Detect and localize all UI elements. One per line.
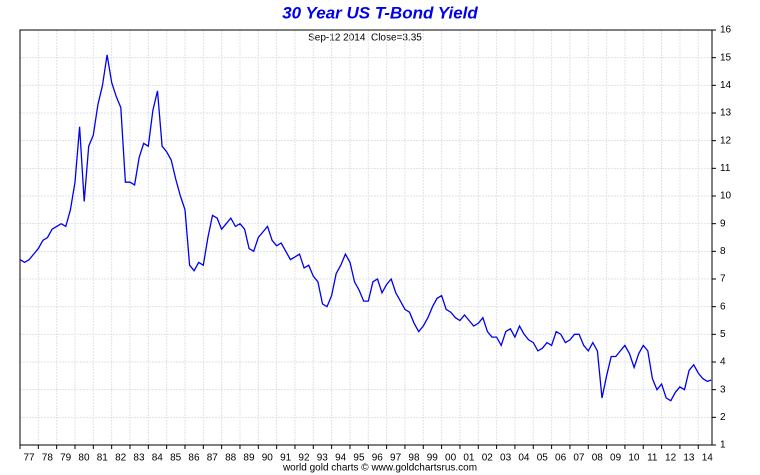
y-tick-label: 2 (720, 412, 726, 423)
x-tick-label: 06 (555, 453, 567, 464)
y-tick-label: 11 (720, 163, 731, 174)
y-tick-label: 5 (720, 329, 726, 340)
x-tick-label: 91 (280, 453, 292, 464)
x-tick-label: 02 (482, 453, 494, 464)
x-tick-label: 94 (335, 453, 347, 464)
chart-title: 30 Year US T-Bond Yield (282, 3, 478, 22)
x-tick-label: 96 (372, 453, 384, 464)
y-tick-label: 13 (720, 108, 732, 119)
x-tick-label: 97 (390, 453, 402, 464)
y-tick-label: 3 (720, 384, 726, 395)
x-tick-label: 84 (152, 453, 164, 464)
y-tick-label: 16 (720, 25, 732, 36)
x-tick-label: 93 (317, 453, 329, 464)
x-tick-label: 03 (500, 453, 512, 464)
x-tick-label: 14 (702, 453, 714, 464)
x-tick-label: 08 (592, 453, 604, 464)
footer: world gold charts © www.goldchartsrus.co… (282, 463, 477, 474)
x-tick-label: 99 (427, 453, 439, 464)
y-tick-label: 15 (720, 52, 732, 63)
x-tick-label: 13 (683, 453, 695, 464)
chart-subtitle: Sep-12 2014 Close=3.35 (308, 33, 422, 44)
x-tick-label: 77 (23, 453, 35, 464)
x-tick-label: 04 (518, 453, 530, 464)
line-series (19, 54, 712, 402)
x-tick-label: 09 (610, 453, 622, 464)
x-tick-label: 07 (573, 453, 585, 464)
x-tick-label: 88 (225, 453, 237, 464)
x-tick-label: 85 (170, 453, 182, 464)
x-tick-label: 79 (60, 453, 72, 464)
x-tick-label: 12 (665, 453, 677, 464)
y-tick-label: 4 (720, 357, 726, 368)
x-tick-label: 81 (97, 453, 109, 464)
x-tick-label: 01 (463, 453, 475, 464)
x-tick-label: 98 (408, 453, 420, 464)
x-tick-label: 78 (42, 453, 54, 464)
x-tick-label: 00 (445, 453, 457, 464)
y-tick-label: 6 (720, 301, 726, 312)
y-tick-label: 7 (720, 274, 726, 285)
x-tick-label: 89 (243, 453, 255, 464)
plot-frame (19, 29, 713, 446)
y-tick-label: 14 (720, 80, 732, 91)
x-tick-label: 95 (353, 453, 365, 464)
x-tick-label: 92 (298, 453, 310, 464)
x-tick-label: 83 (133, 453, 145, 464)
x-tick-label: 90 (262, 453, 274, 464)
x-tick-label: 80 (78, 453, 90, 464)
y-tick-label: 9 (720, 218, 726, 229)
y-tick-label: 8 (720, 246, 726, 257)
x-tick-label: 11 (647, 453, 658, 464)
x-tick-label: 86 (188, 453, 200, 464)
x-tick-label: 10 (628, 453, 640, 464)
y-tick-label: 10 (720, 191, 732, 202)
y-tick-label: 1 (720, 440, 726, 451)
x-tick-label: 05 (537, 453, 549, 464)
x-tick-label: 82 (115, 453, 127, 464)
x-tick-label: 87 (207, 453, 219, 464)
y-tick-label: 12 (720, 135, 732, 146)
